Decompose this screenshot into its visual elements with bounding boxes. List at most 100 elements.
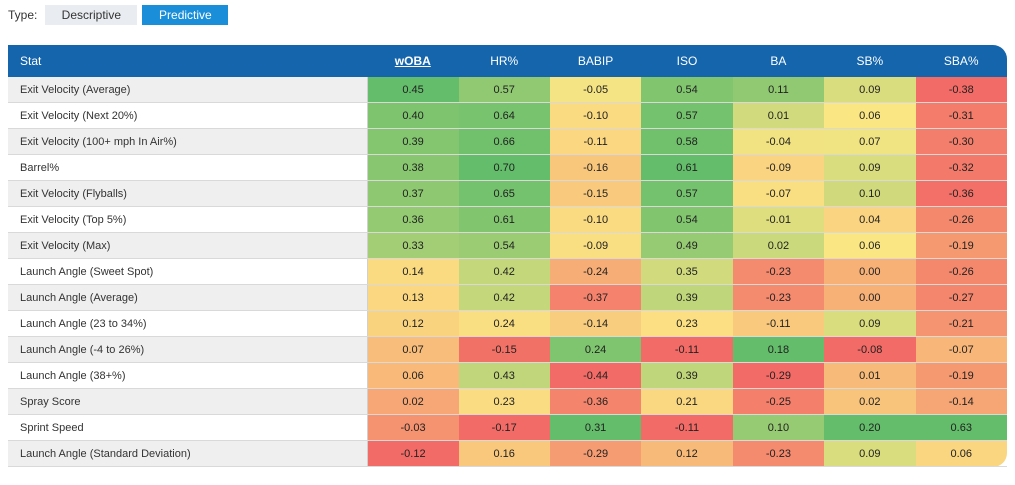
value-cell: 0.04 xyxy=(824,206,916,233)
value-cell: -0.09 xyxy=(732,154,825,181)
value-cell: -0.29 xyxy=(549,440,642,467)
value-cell: 0.10 xyxy=(824,180,916,207)
stat-name-cell: Launch Angle (Standard Deviation) xyxy=(8,440,368,467)
descriptive-button[interactable]: Descriptive xyxy=(45,5,138,25)
value-cell: 0.24 xyxy=(458,310,550,337)
value-cell: -0.26 xyxy=(915,258,1007,285)
table-row: Exit Velocity (Top 5%) 0.36 0.61 -0.10 0.54-… xyxy=(8,206,1007,233)
value-cell: -0.30 xyxy=(915,128,1007,155)
stat-name-cell: Exit Velocity (Next 20%) xyxy=(8,102,368,129)
value-cell: -0.21 xyxy=(915,310,1007,337)
value-cell: -0.26 xyxy=(915,206,1007,233)
table-row: Launch Angle (Sweet Spot) 0.14 0.42 -0.24 0.… xyxy=(8,258,1007,285)
value-cell: -0.16 xyxy=(549,154,642,181)
value-cell: -0.11 xyxy=(641,336,733,363)
stat-name-cell: Launch Angle (Sweet Spot) xyxy=(8,258,368,285)
value-cell: 0.00 xyxy=(824,284,916,311)
value-cell: 0.01 xyxy=(732,102,825,129)
value-cell: -0.44 xyxy=(549,362,642,389)
value-cell: 0.07 xyxy=(367,336,459,363)
value-cell: 0.42 xyxy=(458,284,550,311)
value-cell: 0.02 xyxy=(824,388,916,415)
value-cell: -0.11 xyxy=(641,414,733,441)
value-cell: 0.57 xyxy=(641,180,733,207)
column-header-sb[interactable]: SB% xyxy=(824,45,916,77)
column-header-label: SBA% xyxy=(943,54,979,68)
value-cell: 0.33 xyxy=(367,232,459,259)
table-header-row: Stat wOBA HR% BABIP ISO BA SB% SBA% xyxy=(8,45,1007,77)
value-cell: -0.23 xyxy=(732,284,825,311)
stat-name-cell: Barrel% xyxy=(8,154,368,181)
value-cell: -0.36 xyxy=(549,388,642,415)
value-cell: -0.11 xyxy=(732,310,825,337)
column-header-label: HR% xyxy=(490,54,519,68)
value-cell: 0.38 xyxy=(367,154,459,181)
value-cell: 0.61 xyxy=(458,206,550,233)
value-cell: 0.37 xyxy=(367,180,459,207)
value-cell: 0.63 xyxy=(915,414,1007,441)
value-cell: 0.54 xyxy=(458,232,550,259)
predictive-button[interactable]: Predictive xyxy=(142,5,229,25)
value-cell: 0.09 xyxy=(824,154,916,181)
table-row: Spray Score 0.02 0.23 -0.36 0.21 -0.25 0.02 -0.… xyxy=(8,388,1007,415)
value-cell: 0.31 xyxy=(549,414,642,441)
column-header-woba[interactable]: wOBA xyxy=(367,45,459,77)
value-cell: 0.06 xyxy=(824,102,916,129)
value-cell: 0.39 xyxy=(367,128,459,155)
column-header-iso[interactable]: ISO xyxy=(641,45,733,77)
value-cell: 0.24 xyxy=(549,336,642,363)
stat-name-cell: Exit Velocity (100+ mph In Air%) xyxy=(8,128,368,155)
column-header-sba[interactable]: SBA% xyxy=(915,45,1007,77)
value-cell: -0.31 xyxy=(915,102,1007,129)
value-cell: 0.18 xyxy=(732,336,825,363)
value-cell: -0.37 xyxy=(549,284,642,311)
value-cell: -0.15 xyxy=(549,180,642,207)
column-header-label: Stat xyxy=(20,54,42,68)
column-header-label: wOBA xyxy=(394,54,431,68)
column-header-ba[interactable]: BA xyxy=(732,45,825,77)
value-cell: -0.27 xyxy=(915,284,1007,311)
table-row: Launch Angle (Average) 0.13 0.42 -0.37 0.39-… xyxy=(8,284,1007,311)
value-cell: 0.06 xyxy=(915,440,1007,467)
value-cell: 0.43 xyxy=(458,362,550,389)
value-cell: 0.35 xyxy=(641,258,733,285)
value-cell: -0.12 xyxy=(367,440,459,467)
table-row: Exit Velocity (Flyballs) 0.37 0.65 -0.15 0.5… xyxy=(8,180,1007,207)
correlation-table: Stat wOBA HR% BABIP ISO BA SB% SBA% Exit… xyxy=(8,45,1007,467)
column-header-babip[interactable]: BABIP xyxy=(549,45,642,77)
column-header-label: ISO xyxy=(676,54,698,68)
value-cell: -0.38 xyxy=(915,77,1007,103)
table-row: Exit Velocity (100+ mph In Air%) 0.39 0.66… xyxy=(8,128,1007,155)
value-cell: 0.20 xyxy=(824,414,916,441)
value-cell: 0.42 xyxy=(458,258,550,285)
stat-name-cell: Exit Velocity (Top 5%) xyxy=(8,206,368,233)
value-cell: 0.57 xyxy=(641,102,733,129)
table-row: Sprint Speed -0.03 -0.17 0.31 -0.11 0.10 0.20 0… xyxy=(8,414,1007,441)
value-cell: -0.19 xyxy=(915,232,1007,259)
table-row: Exit Velocity (Average) 0.45 0.57 -0.05 0.54… xyxy=(8,77,1007,103)
value-cell: -0.10 xyxy=(549,206,642,233)
value-cell: -0.09 xyxy=(549,232,642,259)
value-cell: -0.05 xyxy=(549,77,642,103)
column-header-label: BABIP xyxy=(577,54,614,68)
table-body: Exit Velocity (Average) 0.45 0.57 -0.05 0.54… xyxy=(8,77,1007,467)
value-cell: 0.09 xyxy=(824,77,916,103)
value-cell: 0.45 xyxy=(367,77,459,103)
table-row: Exit Velocity (Max) 0.33 0.54 -0.09 0.49 0.02… xyxy=(8,232,1007,259)
value-cell: 0.12 xyxy=(367,310,459,337)
value-cell: -0.14 xyxy=(915,388,1007,415)
value-cell: 0.65 xyxy=(458,180,550,207)
column-header-stat[interactable]: Stat xyxy=(8,45,368,77)
value-cell: 0.23 xyxy=(641,310,733,337)
column-header-hr[interactable]: HR% xyxy=(458,45,550,77)
value-cell: 0.57 xyxy=(458,77,550,103)
value-cell: 0.14 xyxy=(367,258,459,285)
stat-name-cell: Launch Angle (Average) xyxy=(8,284,368,311)
value-cell: -0.19 xyxy=(915,362,1007,389)
value-cell: -0.24 xyxy=(549,258,642,285)
value-cell: 0.64 xyxy=(458,102,550,129)
value-cell: 0.36 xyxy=(367,206,459,233)
stat-name-cell: Exit Velocity (Max) xyxy=(8,232,368,259)
value-cell: 0.07 xyxy=(824,128,916,155)
value-cell: -0.14 xyxy=(549,310,642,337)
